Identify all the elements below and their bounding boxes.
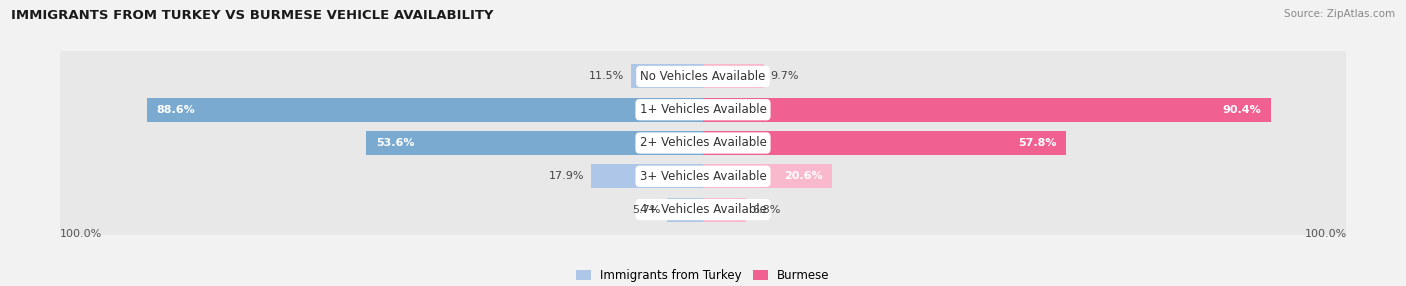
Text: IMMIGRANTS FROM TURKEY VS BURMESE VEHICLE AVAILABILITY: IMMIGRANTS FROM TURKEY VS BURMESE VEHICL… bbox=[11, 9, 494, 21]
Text: 3+ Vehicles Available: 3+ Vehicles Available bbox=[640, 170, 766, 183]
Text: 11.5%: 11.5% bbox=[589, 72, 624, 82]
Text: 100.0%: 100.0% bbox=[59, 229, 101, 239]
Bar bbox=[367, 131, 703, 155]
Text: 2+ Vehicles Available: 2+ Vehicles Available bbox=[640, 136, 766, 150]
Text: 90.4%: 90.4% bbox=[1222, 105, 1261, 115]
Bar bbox=[668, 198, 703, 222]
Text: 6.8%: 6.8% bbox=[752, 204, 780, 214]
Text: No Vehicles Available: No Vehicles Available bbox=[640, 70, 766, 83]
FancyBboxPatch shape bbox=[60, 80, 1346, 139]
FancyBboxPatch shape bbox=[60, 47, 1346, 106]
Text: 100.0%: 100.0% bbox=[1305, 229, 1347, 239]
Text: 9.7%: 9.7% bbox=[770, 72, 799, 82]
Text: 88.6%: 88.6% bbox=[156, 105, 195, 115]
Bar bbox=[591, 164, 703, 188]
Text: 17.9%: 17.9% bbox=[548, 171, 585, 181]
Text: 53.6%: 53.6% bbox=[375, 138, 415, 148]
Bar bbox=[703, 98, 1271, 122]
Bar bbox=[703, 198, 745, 222]
Text: Source: ZipAtlas.com: Source: ZipAtlas.com bbox=[1284, 9, 1395, 19]
Bar bbox=[631, 64, 703, 88]
Text: 5.7%: 5.7% bbox=[633, 204, 661, 214]
FancyBboxPatch shape bbox=[60, 114, 1346, 172]
Bar bbox=[146, 98, 703, 122]
Text: 57.8%: 57.8% bbox=[1018, 138, 1056, 148]
Bar bbox=[703, 164, 832, 188]
Legend: Immigrants from Turkey, Burmese: Immigrants from Turkey, Burmese bbox=[572, 265, 834, 286]
FancyBboxPatch shape bbox=[60, 147, 1346, 206]
Bar bbox=[703, 131, 1066, 155]
Text: 1+ Vehicles Available: 1+ Vehicles Available bbox=[640, 103, 766, 116]
Bar bbox=[703, 64, 763, 88]
FancyBboxPatch shape bbox=[60, 180, 1346, 239]
Text: 20.6%: 20.6% bbox=[785, 171, 823, 181]
Text: 4+ Vehicles Available: 4+ Vehicles Available bbox=[640, 203, 766, 216]
